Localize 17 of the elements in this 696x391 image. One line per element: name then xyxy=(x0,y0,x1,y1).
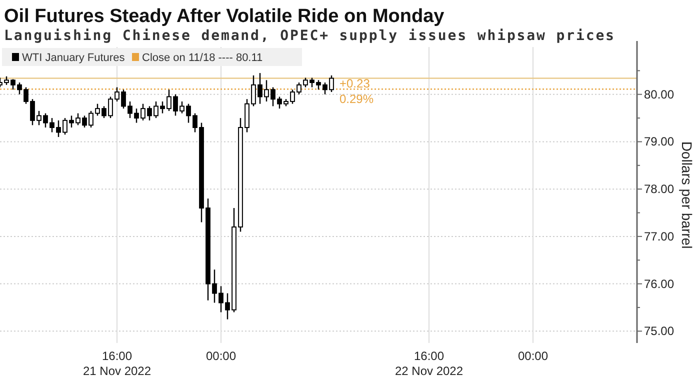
y-tick-label: 80.00 xyxy=(644,87,674,102)
y-tick-label: 79.00 xyxy=(644,134,674,149)
chart-title: Oil Futures Steady After Volatile Ride on Monday xyxy=(4,6,445,27)
x-tick-label: 00:00 xyxy=(206,349,236,363)
x-tick-label: 16:00 22 Nov 2022 xyxy=(394,349,464,378)
y-tick-label: 76.00 xyxy=(644,276,674,291)
y-tick-label: 77.00 xyxy=(644,229,674,244)
annotation: 0.29% xyxy=(340,92,374,106)
x-tick-label: 00:00 xyxy=(518,349,548,363)
y-tick-label: 78.00 xyxy=(644,182,674,196)
y-axis-title: Dollars per barrel xyxy=(679,141,695,249)
chart-subtitle: Languishing Chinese demand, OPEC+ supply issues whipsaw prices xyxy=(4,28,614,44)
y-tick-label: 75.00 xyxy=(644,324,674,338)
legend-label: Close on 11/18 ---- 80.11 xyxy=(142,52,263,64)
legend-label: WTI January Futures xyxy=(22,52,126,64)
annotation: +0.23 xyxy=(340,76,370,90)
x-tick-label: 16:00 21 Nov 2022 xyxy=(82,349,152,378)
